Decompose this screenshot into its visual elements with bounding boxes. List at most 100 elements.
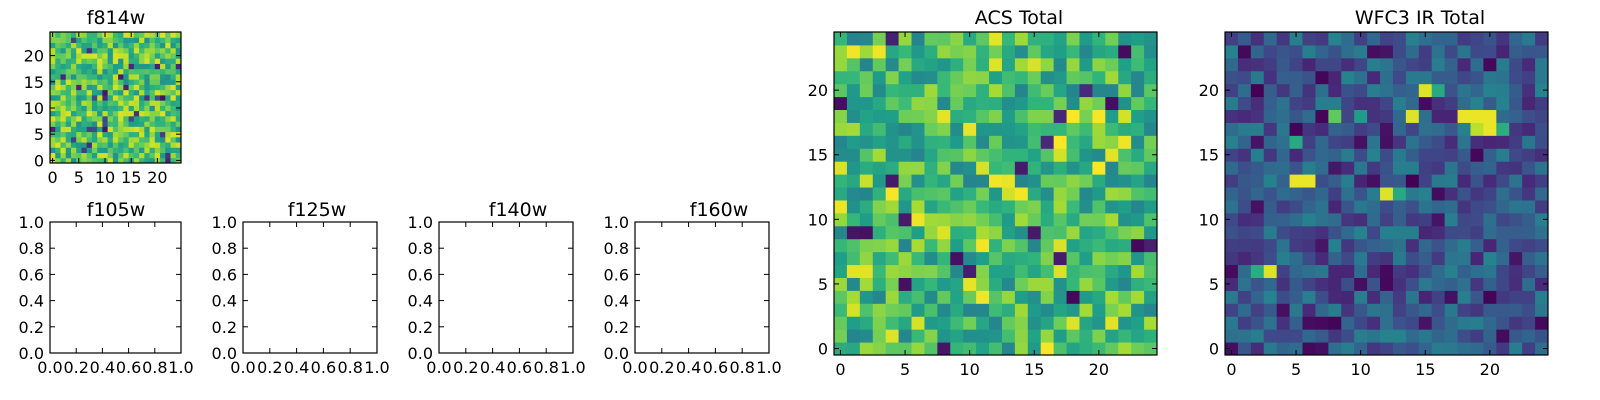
heat-cell xyxy=(70,121,77,127)
heat-cell xyxy=(1250,212,1265,227)
heat-cell xyxy=(1276,70,1291,85)
heat-cell xyxy=(1354,251,1368,266)
heat-cell xyxy=(81,58,88,64)
heat-cell xyxy=(102,115,109,122)
heat-cell xyxy=(1225,277,1239,291)
heat-cell xyxy=(1053,225,1068,240)
heat-cell xyxy=(97,105,103,112)
heat-cell xyxy=(1470,187,1484,201)
heat-cell xyxy=(139,121,145,127)
heat-cell xyxy=(1276,238,1291,253)
heat-cell xyxy=(1027,148,1042,162)
heat-cell xyxy=(1509,148,1523,162)
heat-cell xyxy=(1367,264,1381,278)
heat-cell xyxy=(144,32,151,38)
heat-cell xyxy=(898,342,913,356)
heat-cell xyxy=(139,131,145,138)
heat-cell xyxy=(1302,187,1316,201)
heat-cell xyxy=(160,147,166,154)
heat-cell xyxy=(1405,264,1420,278)
heat-cell xyxy=(1079,187,1093,201)
heat-cell xyxy=(128,110,135,117)
heat-cell xyxy=(834,135,848,149)
heat-cell xyxy=(1066,32,1080,46)
heat-cell xyxy=(1341,212,1355,227)
heat-cell xyxy=(1014,83,1029,98)
heat-cell xyxy=(175,115,182,122)
heat-cell xyxy=(1250,32,1265,46)
heat-cell xyxy=(1392,161,1407,175)
heat-cell xyxy=(1392,199,1407,214)
heat-cell xyxy=(1431,277,1446,291)
heat-cell xyxy=(1014,251,1029,266)
y-tick-label: 0.8 xyxy=(212,239,237,258)
heat-cell xyxy=(1509,212,1523,227)
heat-cell xyxy=(846,342,861,356)
heat-cell xyxy=(963,148,977,162)
heat-cell xyxy=(859,342,874,356)
heat-cell xyxy=(1250,135,1265,149)
heat-cell xyxy=(60,52,67,59)
heat-cell xyxy=(1522,238,1536,253)
heat-cell xyxy=(1118,225,1132,240)
heat-cell xyxy=(165,131,172,138)
heat-cell xyxy=(65,110,72,117)
heat-cell xyxy=(81,47,88,54)
heat-cell xyxy=(859,83,874,98)
heat-cell xyxy=(70,63,77,70)
heat-cell xyxy=(1040,148,1055,162)
heat-cell xyxy=(1341,251,1355,266)
heat-cell xyxy=(1457,109,1471,123)
heat-cell xyxy=(1522,57,1536,72)
heat-cell xyxy=(1118,277,1132,291)
heat-cell xyxy=(1053,212,1068,227)
heat-cell xyxy=(1105,187,1119,201)
heat-cell xyxy=(885,161,900,175)
heat-cell xyxy=(1496,238,1510,253)
heat-cell xyxy=(81,37,88,43)
heat-cell xyxy=(1027,57,1042,72)
heat-cell xyxy=(872,70,887,85)
heat-cell xyxy=(70,110,77,117)
heat-cell xyxy=(50,126,56,133)
heat-cell xyxy=(1014,96,1029,111)
heat-cell xyxy=(1237,32,1252,46)
heat-cell xyxy=(1341,329,1355,343)
heat-cell xyxy=(1144,329,1158,343)
heat-cell xyxy=(1118,238,1132,253)
heat-cell xyxy=(165,37,172,43)
heat-cell xyxy=(1354,44,1368,59)
heat-cell xyxy=(1315,316,1329,330)
heat-cell xyxy=(133,121,140,127)
heat-cell xyxy=(107,42,114,49)
heat-cell xyxy=(1144,174,1158,188)
heat-cell xyxy=(1276,225,1291,240)
heat-cell xyxy=(911,148,925,162)
heat-cell xyxy=(1066,212,1080,227)
heat-cell xyxy=(107,58,114,64)
heat-cell xyxy=(1289,57,1304,72)
heat-cell xyxy=(1237,83,1252,98)
heat-cell xyxy=(1367,187,1381,201)
heat-cell xyxy=(1237,96,1252,111)
heat-cell xyxy=(128,73,135,80)
heat-cell xyxy=(1118,122,1132,136)
heat-cell xyxy=(1431,187,1446,201)
heat-cell xyxy=(160,79,166,85)
heat-cell xyxy=(1302,174,1316,188)
heat-cell xyxy=(1457,32,1471,46)
heat-cell xyxy=(859,109,874,123)
heat-cell xyxy=(1470,251,1484,266)
y-tick-label: 1.0 xyxy=(19,213,44,232)
y-tick-label: 10 xyxy=(808,210,828,229)
heat-cell xyxy=(81,94,88,101)
heat-cell xyxy=(165,152,172,159)
heat-cell xyxy=(1001,238,1016,253)
heat-cell xyxy=(1001,303,1016,317)
heat-cell xyxy=(989,148,1003,162)
heat-cell xyxy=(859,96,874,111)
heat-cell xyxy=(1131,122,1145,136)
heat-cell xyxy=(170,105,177,112)
heat-cell xyxy=(1522,225,1536,240)
heat-cell xyxy=(170,68,177,75)
